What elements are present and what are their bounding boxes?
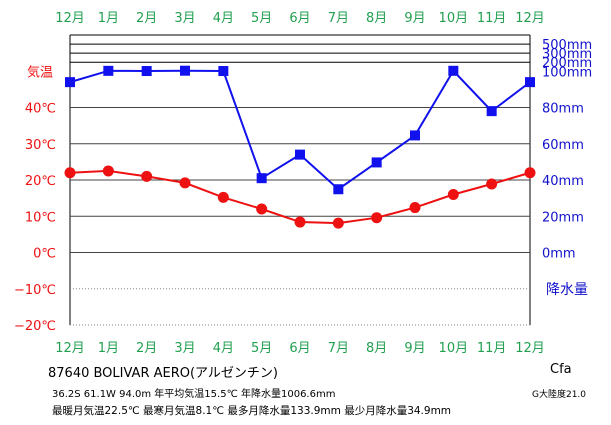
precipitation-tick-label: 100mm bbox=[542, 65, 592, 80]
precipitation-tick-label: 500mm bbox=[542, 38, 592, 53]
temperature-marker bbox=[294, 216, 306, 228]
month-label-bottom: 10月 bbox=[439, 341, 469, 356]
precipitation-tick-label: 80mm bbox=[542, 102, 584, 117]
month-label-bottom: 6月 bbox=[289, 341, 310, 356]
temperature-marker bbox=[179, 177, 191, 189]
temperature-tick-label: 0℃ bbox=[33, 247, 56, 262]
month-label-bottom: 5月 bbox=[251, 341, 272, 356]
temperature-series-line bbox=[69, 169, 531, 225]
temperature-tick-label: 20℃ bbox=[25, 174, 56, 189]
month-label-bottom: 7月 bbox=[328, 341, 349, 356]
month-label-bottom: 1月 bbox=[98, 341, 119, 356]
precipitation-marker bbox=[486, 106, 497, 117]
temperature-marker bbox=[217, 191, 229, 203]
month-label-top: 7月 bbox=[328, 11, 349, 26]
month-label-bottom: 12月 bbox=[55, 341, 85, 356]
month-label-top: 3月 bbox=[174, 11, 195, 26]
temperature-marker bbox=[486, 178, 498, 190]
precipitation-tick-label: 20mm bbox=[542, 210, 584, 225]
precipitation-marker bbox=[256, 173, 267, 184]
precipitation-marker bbox=[371, 157, 382, 168]
month-label-top: 11月 bbox=[477, 11, 507, 26]
month-label-bottom: 8月 bbox=[366, 341, 387, 356]
temperature-marker bbox=[64, 167, 76, 179]
temperature-marker bbox=[256, 203, 268, 215]
month-label-bottom: 3月 bbox=[174, 341, 195, 356]
month-label-bottom: 12月 bbox=[515, 341, 545, 356]
temperature-marker bbox=[102, 165, 114, 177]
month-label-top: 2月 bbox=[136, 11, 157, 26]
precipitation-marker bbox=[295, 149, 305, 160]
precipitation-marker bbox=[65, 77, 75, 88]
precipitation-series-line bbox=[69, 69, 531, 191]
month-label-top: 9月 bbox=[404, 11, 425, 26]
precipitation-tick-label: 200mm bbox=[542, 56, 592, 71]
precipitation-marker bbox=[180, 65, 190, 76]
temperature-tick-label: −10℃ bbox=[14, 283, 56, 298]
temperature-tick-label: 40℃ bbox=[25, 102, 56, 117]
month-label-top: 5月 bbox=[251, 11, 272, 26]
month-label-top: 12月 bbox=[55, 11, 85, 26]
month-label-bottom: 11月 bbox=[477, 341, 507, 356]
temperature-tick-label: 10℃ bbox=[25, 210, 56, 225]
temperature-tick-label: −20℃ bbox=[14, 319, 56, 334]
temperature-marker bbox=[332, 217, 344, 229]
month-label-bottom: 4月 bbox=[213, 341, 234, 356]
temperature-tick-label: 30℃ bbox=[25, 138, 56, 153]
precipitation-axis-label: 降水量 bbox=[546, 282, 588, 298]
temperature-marker bbox=[524, 167, 536, 179]
precipitation-marker bbox=[103, 65, 114, 76]
month-label-top: 12月 bbox=[515, 11, 545, 26]
precipitation-tick-label: 60mm bbox=[542, 138, 584, 153]
precipitation-marker bbox=[141, 66, 152, 77]
temperature-marker bbox=[371, 212, 383, 224]
month-label-bottom: 9月 bbox=[404, 341, 425, 356]
precipitation-marker bbox=[410, 130, 420, 141]
precipitation-tick-label: 300mm bbox=[542, 47, 592, 62]
temperature-marker bbox=[409, 202, 421, 214]
month-label-top: 1月 bbox=[98, 11, 119, 26]
month-label-bottom: 2月 bbox=[136, 341, 157, 356]
temperature-axis-label: 気温 bbox=[27, 64, 53, 80]
precipitation-marker bbox=[525, 77, 535, 88]
temperature-marker bbox=[447, 189, 459, 200]
precipitation-marker bbox=[218, 66, 229, 77]
temperature-marker bbox=[141, 170, 153, 182]
month-label-top: 10月 bbox=[439, 11, 469, 26]
precipitation-marker bbox=[333, 184, 344, 195]
month-label-top: 8月 bbox=[366, 11, 387, 26]
precipitation-marker bbox=[448, 65, 459, 76]
month-label-top: 6月 bbox=[289, 11, 310, 26]
precipitation-tick-label: 40mm bbox=[542, 174, 584, 189]
month-label-top: 4月 bbox=[213, 11, 234, 26]
precipitation-tick-label: 0mm bbox=[542, 247, 576, 262]
